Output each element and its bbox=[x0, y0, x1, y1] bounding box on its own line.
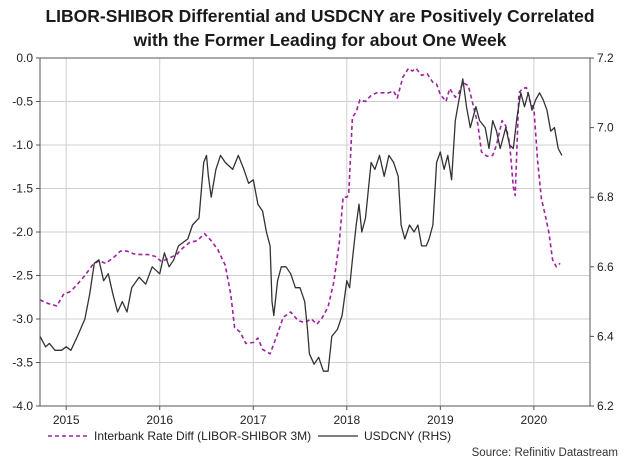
x-tick-label: 2019 bbox=[427, 413, 454, 427]
plot-frame bbox=[39, 57, 591, 407]
y-left-tick-label: -4.0 bbox=[12, 399, 33, 413]
series-line-usdcny bbox=[39, 78, 563, 372]
y-left-tick-label: -3.5 bbox=[12, 356, 33, 370]
x-tick-label: 2016 bbox=[146, 413, 173, 427]
legend-label-interbank-diff: Interbank Rate Diff (LIBOR-SHIBOR 3M) bbox=[94, 429, 311, 443]
x-tick-label: 2015 bbox=[53, 413, 80, 427]
y-right-tick-label: 6.2 bbox=[597, 399, 614, 413]
y-left-tick-label: -2.5 bbox=[12, 269, 33, 283]
series-line-interbank-diff bbox=[39, 67, 561, 355]
y-left-tick-label: -0.5 bbox=[12, 95, 33, 109]
x-tick-label: 2020 bbox=[521, 413, 548, 427]
y-right-tick-label: 6.6 bbox=[597, 260, 614, 274]
chart-title: LIBOR-SHIBOR Differential and USDCNY are… bbox=[0, 4, 640, 52]
x-tick-label: 2018 bbox=[333, 413, 360, 427]
y-left-tick-label: -1.0 bbox=[12, 138, 33, 152]
source-note: Source: Refinitiv Datastream bbox=[471, 447, 618, 459]
chart-title-line-2: with the Former Leading for about One We… bbox=[133, 30, 507, 50]
y-right-tick-label: 6.4 bbox=[597, 329, 614, 343]
y-left-tick-label: 0.0 bbox=[16, 51, 33, 65]
y-left-tick-label: -1.5 bbox=[12, 182, 33, 196]
y-left-tick-label: -3.0 bbox=[12, 312, 33, 326]
chart-title-line-1: LIBOR-SHIBOR Differential and USDCNY are… bbox=[45, 6, 595, 26]
legend-label-usdcny: USDCNY (RHS) bbox=[364, 429, 451, 443]
y-left-tick-label: -2.0 bbox=[12, 225, 33, 239]
y-right-tick-label: 6.8 bbox=[597, 190, 614, 204]
y-right-tick-label: 7.2 bbox=[597, 51, 614, 65]
y-right-tick-label: 7.0 bbox=[597, 121, 614, 135]
x-tick-label: 2017 bbox=[240, 413, 267, 427]
